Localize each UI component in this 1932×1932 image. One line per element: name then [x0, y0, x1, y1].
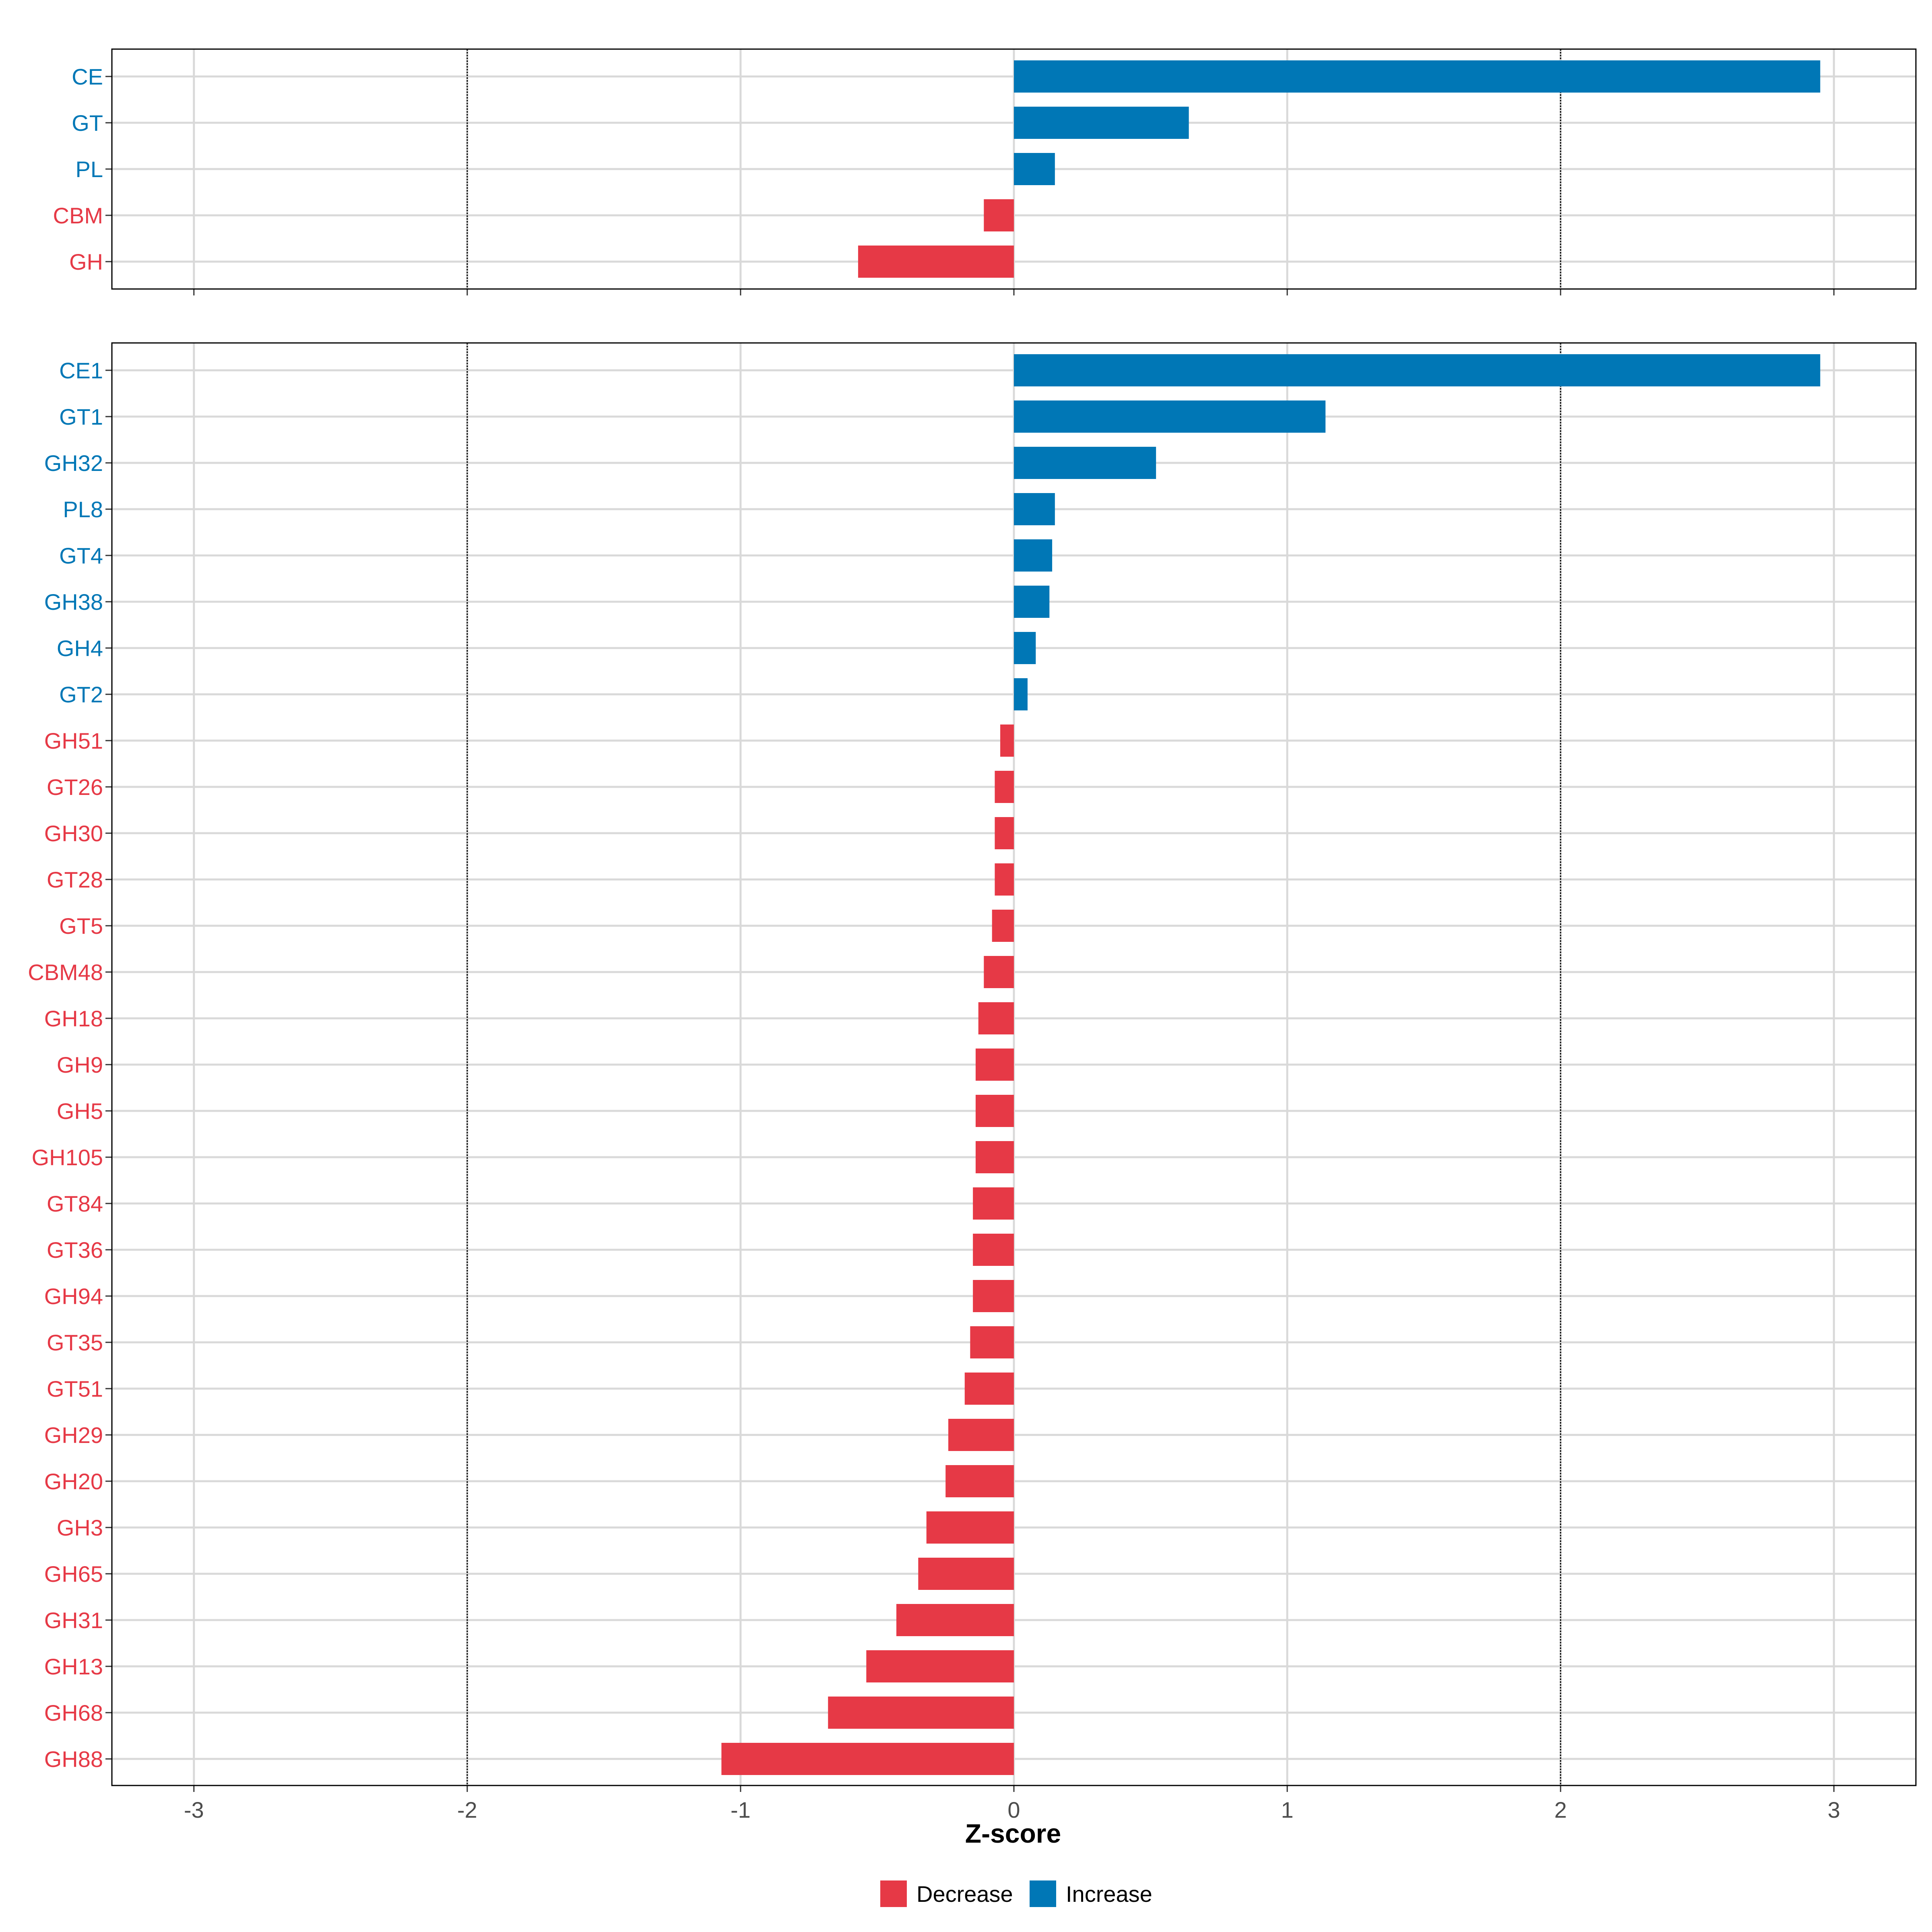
category-label-gh18: GH18 — [44, 1006, 103, 1031]
x-tick-label: -1 — [731, 1797, 751, 1823]
legend-label-decrease: Decrease — [916, 1881, 1013, 1907]
category-label-gt4: GT4 — [59, 543, 103, 568]
bar-gh13 — [866, 1650, 1014, 1682]
category-label-gt36: GT36 — [47, 1237, 103, 1263]
x-axis: -3 -2 -1 0 1 2 3 — [184, 1797, 1840, 1823]
panel-2: CE1 GT1 GH32 PL8 GT4 GH38 GH4 GT2 GH51 GT26 GH30 GT… — [28, 342, 1917, 1792]
panel-border — [111, 342, 1917, 1786]
category-label-gh13: GH13 — [44, 1654, 103, 1679]
category-label-gh5: GH5 — [57, 1098, 103, 1124]
bar-gh68 — [828, 1697, 1014, 1729]
bar-gh51 — [1000, 724, 1014, 757]
category-label-gt28: GT28 — [47, 867, 103, 892]
bar-gh88 — [721, 1743, 1014, 1775]
bar-gh3 — [926, 1511, 1014, 1544]
category-label-gh88: GH88 — [44, 1746, 103, 1772]
bar-ce — [1014, 60, 1821, 93]
legend-swatch-decrease — [880, 1880, 907, 1907]
category-label-gt26: GT26 — [47, 774, 103, 800]
bar-gt28 — [995, 863, 1014, 896]
bar-gh38 — [1014, 586, 1050, 618]
legend: Decrease Increase — [880, 1880, 1152, 1907]
x-tick-label: -3 — [184, 1797, 204, 1823]
bar-gh — [858, 246, 1014, 278]
bar-pl — [1014, 153, 1055, 185]
bar-cbm — [984, 199, 1014, 231]
bar-gt — [1014, 107, 1189, 139]
bar-gh32 — [1014, 447, 1156, 479]
x-tick-label: 0 — [1007, 1797, 1020, 1823]
category-label-gh20: GH20 — [44, 1469, 103, 1494]
category-label-ce1: CE1 — [59, 358, 103, 383]
category-label-gh38: GH38 — [44, 589, 103, 615]
panel-border — [111, 48, 1917, 290]
category-label-cbm: CBM — [53, 203, 103, 228]
category-label-gt51: GT51 — [47, 1376, 103, 1402]
bar-gt26 — [995, 771, 1014, 803]
bar-cbm48 — [984, 956, 1014, 988]
category-label-ce: CE — [72, 64, 103, 89]
bar-gh65 — [918, 1558, 1014, 1590]
x-tick-label: 2 — [1554, 1797, 1567, 1823]
category-label-gh9: GH9 — [57, 1052, 103, 1077]
bar-gh5 — [975, 1095, 1014, 1127]
category-label-gh30: GH30 — [44, 821, 103, 846]
bar-pl8 — [1014, 493, 1055, 525]
bar-ce1 — [1014, 354, 1821, 386]
category-label-pl8: PL8 — [63, 497, 103, 522]
legend-swatch-increase — [1030, 1880, 1056, 1907]
bar-gh30 — [995, 817, 1014, 849]
category-label-gt2: GT2 — [59, 682, 103, 707]
bar-gh94 — [973, 1280, 1014, 1312]
bar-gh4 — [1014, 632, 1036, 664]
bar-gh18 — [978, 1002, 1014, 1034]
category-label-gt5: GT5 — [59, 913, 103, 939]
category-label-gh3: GH3 — [57, 1515, 103, 1540]
bar-gh9 — [975, 1049, 1014, 1081]
bar-gh105 — [975, 1141, 1014, 1173]
bar-gt1 — [1014, 400, 1326, 433]
category-label-gt1: GT1 — [59, 404, 103, 429]
panel-1: CE GT PL CBM GH — [53, 48, 1917, 295]
bar-gt5 — [992, 910, 1014, 942]
bar-gt84 — [973, 1187, 1014, 1220]
x-tick-label: -2 — [457, 1797, 477, 1823]
category-label-gh51: GH51 — [44, 728, 103, 753]
panels: CE GT PL CBM GH CE1 GT1 GH32 PL8 GT4 GH38 GH4 GT2 GH5… — [28, 48, 1917, 1792]
category-label-gh65: GH65 — [44, 1561, 103, 1587]
legend-label-increase: Increase — [1066, 1881, 1152, 1907]
bar-gh31 — [896, 1604, 1014, 1636]
bar-gt36 — [973, 1234, 1014, 1266]
category-label-gh31: GH31 — [44, 1608, 103, 1633]
category-label-gt: GT — [72, 110, 103, 136]
bar-gt35 — [970, 1326, 1014, 1358]
category-label-cbm48: CBM48 — [28, 960, 103, 985]
category-label-gh29: GH29 — [44, 1422, 103, 1448]
category-label-gt35: GT35 — [47, 1330, 103, 1355]
category-label-gh32: GH32 — [44, 450, 103, 476]
x-tick-label: 3 — [1828, 1797, 1840, 1823]
category-label-gh94: GH94 — [44, 1284, 103, 1309]
category-label-gh68: GH68 — [44, 1700, 103, 1726]
x-axis-title: Z-score — [965, 1818, 1061, 1848]
category-label-gh105: GH105 — [32, 1145, 103, 1170]
bar-gt51 — [964, 1373, 1014, 1405]
category-label-gh4: GH4 — [57, 636, 103, 661]
category-label-gt84: GT84 — [47, 1191, 103, 1216]
category-label-gh: GH — [69, 249, 103, 275]
bar-gt4 — [1014, 539, 1053, 572]
x-tick-label: 1 — [1281, 1797, 1294, 1823]
bar-gh29 — [948, 1419, 1014, 1451]
bar-gh20 — [945, 1465, 1014, 1497]
category-label-pl: PL — [76, 157, 103, 182]
bar-gt2 — [1014, 678, 1028, 710]
